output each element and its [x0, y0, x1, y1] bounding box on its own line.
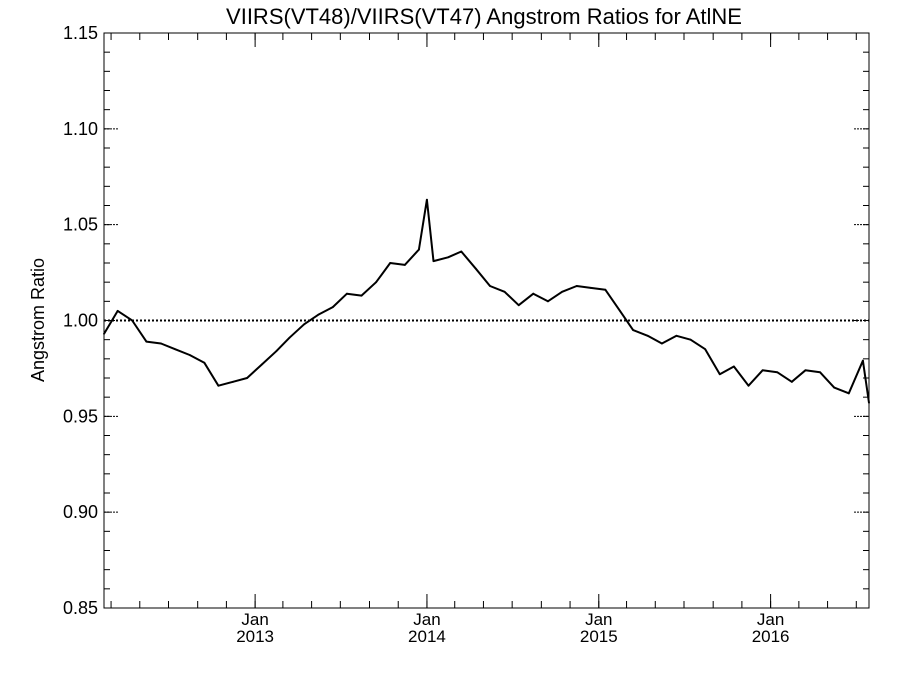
- x-tick-month-label: Jan: [241, 610, 268, 629]
- data-point: [131, 319, 134, 322]
- y-tick-label: 0.95: [63, 406, 98, 426]
- data-point: [575, 285, 578, 287]
- data-point: [790, 380, 793, 383]
- data-point: [604, 288, 607, 291]
- data-point: [761, 369, 764, 372]
- data-point: [174, 348, 176, 351]
- data-point: [303, 323, 305, 326]
- data-point: [375, 281, 378, 284]
- data-point: [561, 290, 563, 293]
- data-point: [747, 384, 750, 387]
- data-point: [833, 386, 836, 389]
- x-tick-month-label: Jan: [413, 610, 440, 629]
- data-point: [619, 310, 621, 312]
- data-point: [868, 402, 870, 404]
- data-point: [532, 292, 535, 295]
- data-point: [732, 365, 735, 368]
- data-point: [718, 373, 721, 376]
- data-point: [589, 287, 592, 289]
- data-point: [217, 384, 220, 387]
- data-point: [160, 342, 162, 345]
- y-tick-label: 1.15: [63, 23, 98, 43]
- data-point: [288, 336, 291, 339]
- data-point: [432, 260, 435, 262]
- data-point: [704, 348, 707, 351]
- data-point: [847, 392, 850, 395]
- data-point: [275, 350, 278, 353]
- x-tick-year-label: 2016: [752, 627, 790, 646]
- data-point: [646, 334, 649, 337]
- data-point: [475, 267, 477, 270]
- x-tick-month-label: Jan: [757, 610, 784, 629]
- data-point: [689, 338, 692, 341]
- data-point: [804, 369, 807, 372]
- data-points: [103, 198, 870, 404]
- data-point: [819, 371, 821, 374]
- data-point: [203, 361, 206, 364]
- y-tick-label: 1.10: [63, 119, 98, 139]
- data-point: [188, 354, 191, 356]
- data-point: [861, 359, 864, 362]
- data-point: [116, 310, 119, 312]
- y-tick-label: 0.90: [63, 502, 98, 522]
- plot-frame: [103, 32, 870, 609]
- data-point: [260, 363, 263, 366]
- data-point: [331, 306, 334, 308]
- data-point: [517, 304, 520, 307]
- data-point: [232, 380, 234, 383]
- data-point: [503, 290, 506, 293]
- data-point: [660, 342, 663, 345]
- data-point: [675, 334, 678, 337]
- data-point: [145, 340, 148, 343]
- y-tick-label: 0.85: [63, 598, 98, 618]
- data-point: [103, 333, 105, 335]
- chart-title: VIIRS(VT48)/VIIRS(VT47) Angstrom Ratios …: [226, 4, 742, 29]
- data-point: [418, 248, 420, 251]
- x-tick-year-label: 2014: [408, 627, 446, 646]
- data-point: [426, 198, 428, 201]
- data-point: [317, 313, 320, 316]
- data-point: [403, 264, 406, 266]
- data-point: [776, 371, 779, 374]
- x-tick-year-label: 2015: [580, 627, 618, 646]
- data-point: [389, 262, 392, 264]
- y-axis: 0.85 0.90 0.95 1.00 1.05 1.10 1.15: [63, 23, 869, 618]
- data-point: [346, 292, 348, 295]
- data-point: [447, 256, 450, 259]
- data-point: [246, 377, 249, 379]
- y-tick-label: 1.05: [63, 215, 98, 235]
- data-series-line: [103, 198, 870, 404]
- y-axis-label: Angstrom Ratio: [28, 258, 48, 382]
- data-point: [460, 250, 463, 253]
- x-tick-year-label: 2013: [236, 627, 274, 646]
- x-tick-month-label: Jan: [585, 610, 612, 629]
- data-point: [360, 294, 363, 297]
- data-point: [632, 329, 635, 331]
- data-point: [547, 300, 549, 303]
- data-point: [489, 285, 491, 287]
- y-tick-label: 1.00: [63, 311, 98, 331]
